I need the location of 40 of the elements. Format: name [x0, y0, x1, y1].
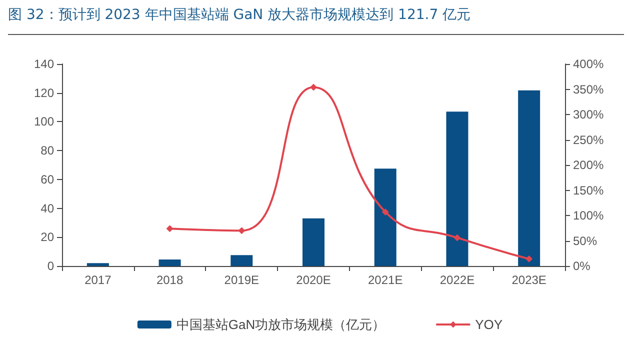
y2-tick-label: 150% — [573, 183, 604, 198]
y-tick-label: 40 — [40, 201, 54, 216]
y-tick-label: 0 — [47, 259, 54, 273]
y2-tick-label: 350% — [573, 82, 604, 96]
y2-tick-label: 100% — [573, 208, 604, 222]
y-tick-label: 100 — [34, 114, 54, 129]
legend-label: 中国基站GaN功放市场规模（亿元） — [176, 317, 386, 332]
y2-tick-label: 0% — [573, 259, 591, 273]
bar — [302, 218, 324, 266]
point — [454, 234, 461, 242]
bar — [518, 90, 540, 266]
y-tick-label: 140 — [34, 57, 54, 71]
bar — [374, 168, 396, 266]
x-tick-label: 2017 — [84, 273, 112, 287]
x-tick-label: 2022E — [440, 273, 475, 287]
bar — [86, 263, 109, 266]
point — [166, 225, 174, 232]
y2-tick-label: 250% — [573, 132, 604, 147]
y-tick-label: 120 — [34, 86, 54, 100]
bar — [446, 112, 468, 266]
y2-tick-label: 300% — [573, 108, 604, 122]
point — [238, 227, 246, 234]
legend-label: YOY — [475, 317, 503, 332]
point — [526, 255, 533, 262]
y-tick-label: 20 — [40, 230, 54, 244]
x-tick-label: 2019E — [224, 273, 259, 287]
x-tick-label: 2020E — [296, 273, 331, 287]
chart-title: 图 32：预计到 2023 年中国基站端 GaN 放大器市场规模达到 121.7 亿元 — [8, 6, 471, 24]
x-tick-label: 2018 — [156, 273, 184, 287]
point — [382, 208, 389, 216]
y2-tick-label: 400% — [573, 57, 604, 71]
bar — [230, 255, 253, 266]
y-tick-label: 80 — [40, 144, 54, 158]
x-tick-label: 2021E — [368, 273, 403, 287]
y2-tick-label: 200% — [573, 158, 604, 172]
point — [310, 84, 317, 91]
bar — [158, 260, 181, 266]
x-tick-label: 2023E — [512, 273, 546, 287]
y2-tick-label: 50% — [573, 234, 598, 248]
y-tick-label: 60 — [40, 172, 54, 186]
